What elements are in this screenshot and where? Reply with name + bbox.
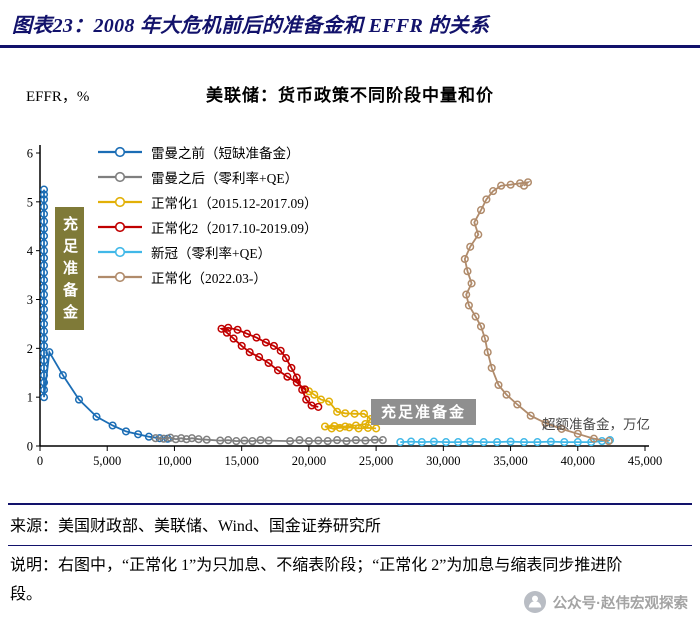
ample-reserves-annotation-left: 充足准备金 xyxy=(55,207,84,330)
chart-plot: 0 1 2 3 4 5 6 0 5,000 10,000 15,000 20,000 25,000 30,… xyxy=(27,145,662,468)
ample-reserves-annotation-middle: 充足准备金 xyxy=(371,399,477,425)
legend-marker-icon xyxy=(98,221,142,232)
chart-series xyxy=(300,385,381,433)
y-tick-label: 4 xyxy=(27,244,34,258)
chart-title: 美联储：货币政策不同阶段中量和价 xyxy=(206,86,494,105)
chart-area: 0 1 2 3 4 5 6 0 5,000 10,000 15,000 20,000 25,000 30,… xyxy=(0,57,700,477)
legend-marker-icon xyxy=(98,146,142,157)
axes xyxy=(36,145,649,451)
note-line: 说明：右图中，“正常化 1”为只加息、不缩表阶段；“正常化 2”为加息与缩表同步… xyxy=(10,557,623,603)
legend-label: 雷曼之前（短缺准备金） xyxy=(151,145,300,161)
chart-series xyxy=(39,185,172,443)
x-tick-label: 0 xyxy=(37,454,43,468)
divider-middle xyxy=(8,545,692,546)
legend-marker-icon xyxy=(98,271,142,282)
x-tick-label: 35,000 xyxy=(493,454,527,468)
legend-label: 正常化（2022.03-） xyxy=(151,270,267,286)
wechat-logo-icon xyxy=(523,591,546,613)
legend-item: 新冠（零利率+QE） xyxy=(97,242,318,261)
chart-series xyxy=(217,323,323,411)
x-tick-label: 25,000 xyxy=(359,454,393,468)
legend-item: 雷曼之后（零利率+QE） xyxy=(97,167,318,186)
legend-label: 雷曼之后（零利率+QE） xyxy=(151,170,299,186)
chart-series xyxy=(396,436,615,447)
x-tick-label: 40,000 xyxy=(561,454,595,468)
legend-label: 新冠（零利率+QE） xyxy=(151,245,272,261)
legend-label: 正常化1（2015.12-2017.09） xyxy=(151,195,318,211)
legend-marker-icon xyxy=(98,171,142,182)
legend-label: 正常化2（2017.10-2019.09） xyxy=(151,220,318,236)
x-tick-label: 30,000 xyxy=(426,454,460,468)
x-tick-label: 15,000 xyxy=(224,454,258,468)
chart-legend: 雷曼之前（短缺准备金） 雷曼之后（零利率+QE） 正常化1（2015.12-2017… xyxy=(97,142,318,286)
x-axis-label: 超额准备金，万亿 xyxy=(542,417,650,432)
page-title: 图表23：2008 年大危机前后的准备金和 EFFR 的关系 xyxy=(12,15,490,37)
y-tick-label: 2 xyxy=(27,342,33,356)
divider-top xyxy=(8,503,692,505)
y-tick-label: 3 xyxy=(27,293,33,307)
legend-item: 正常化（2022.03-） xyxy=(97,267,318,286)
y-tick-label: 5 xyxy=(27,195,33,209)
source-line: 来源：美国财政部、美联储、Wind、国金证券研究所 xyxy=(10,518,381,535)
legend-item: 正常化2（2017.10-2019.09） xyxy=(97,217,318,236)
x-tick-label: 5,000 xyxy=(93,454,121,468)
legend-item: 正常化1（2015.12-2017.09） xyxy=(97,192,318,211)
chart-series xyxy=(460,178,613,446)
chart-series xyxy=(151,433,387,446)
wechat-label: 公众号·赵伟宏观探索 xyxy=(552,595,688,612)
y-tick-label: 0 xyxy=(27,440,33,454)
y-tick-label: 6 xyxy=(27,147,33,161)
wechat-footer: 公众号·赵伟宏观探索 xyxy=(523,591,688,613)
legend-marker-icon xyxy=(98,246,142,257)
y-tick-label: 1 xyxy=(27,391,33,405)
x-tick-label: 20,000 xyxy=(292,454,326,468)
report-header: 图表23：2008 年大危机前后的准备金和 EFFR 的关系 xyxy=(0,0,700,48)
y-axis-label: EFFR，% xyxy=(26,89,90,105)
legend-marker-icon xyxy=(98,196,142,207)
x-tick-label: 10,000 xyxy=(157,454,191,468)
x-tick-label: 45,000 xyxy=(628,454,662,468)
legend-item: 雷曼之前（短缺准备金） xyxy=(97,142,318,161)
